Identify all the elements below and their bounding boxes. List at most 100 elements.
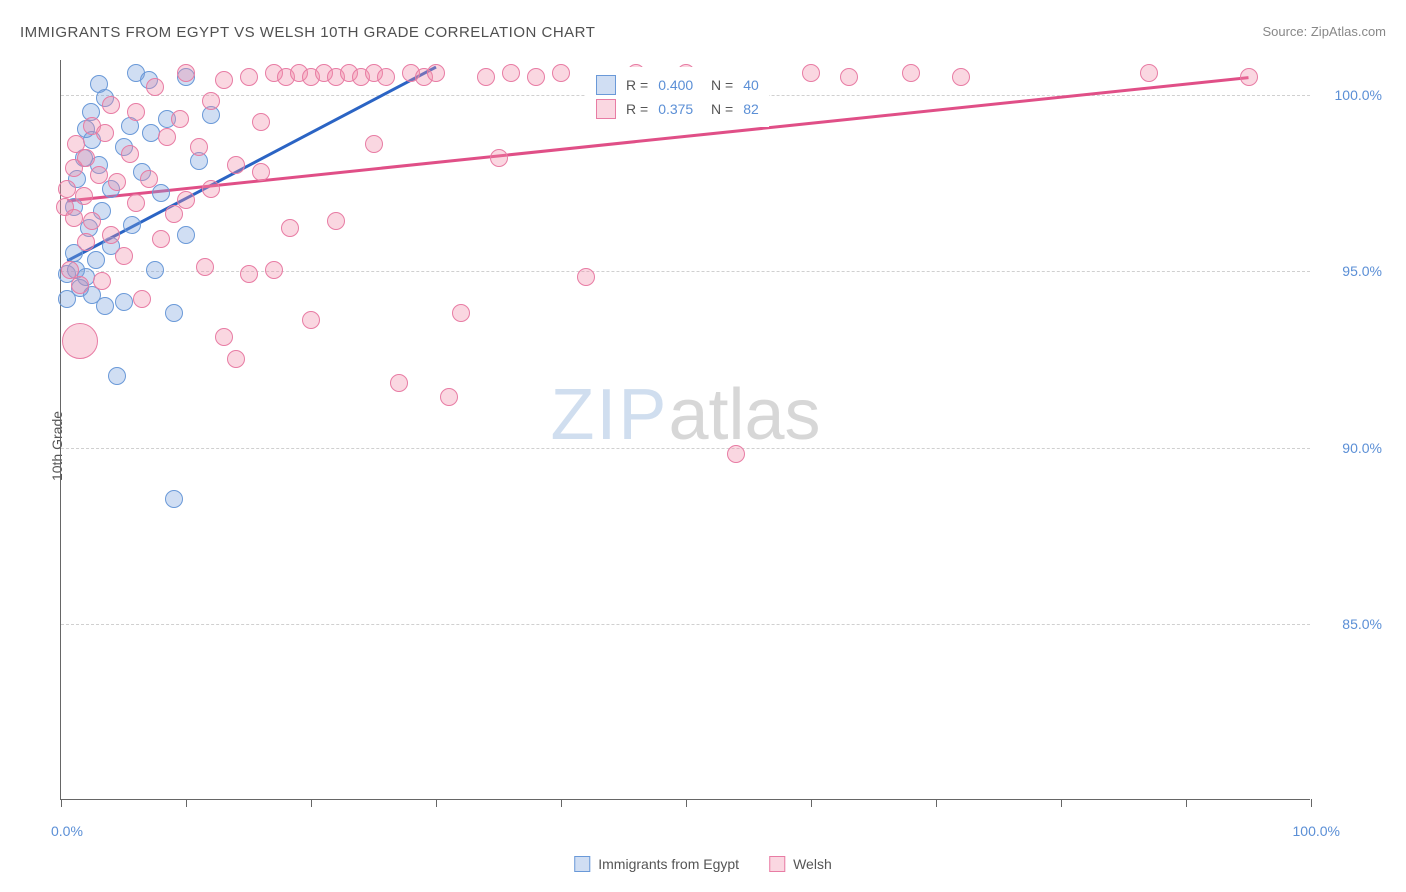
y-tick-label: 90.0% bbox=[1322, 440, 1382, 456]
data-point-welsh bbox=[427, 64, 445, 82]
data-point-welsh bbox=[171, 110, 189, 128]
data-point-welsh bbox=[215, 328, 233, 346]
data-point-egypt bbox=[115, 293, 133, 311]
data-point-welsh bbox=[90, 166, 108, 184]
data-point-welsh bbox=[577, 268, 595, 286]
data-point-egypt bbox=[123, 216, 141, 234]
data-point-welsh bbox=[902, 64, 920, 82]
stats-swatch-icon bbox=[596, 75, 616, 95]
data-point-welsh bbox=[452, 304, 470, 322]
data-point-welsh bbox=[490, 149, 508, 167]
data-point-welsh bbox=[390, 374, 408, 392]
data-point-egypt bbox=[165, 490, 183, 508]
data-point-welsh bbox=[240, 265, 258, 283]
data-point-welsh bbox=[83, 212, 101, 230]
data-point-welsh bbox=[152, 230, 170, 248]
data-point-welsh bbox=[302, 311, 320, 329]
data-point-welsh bbox=[96, 124, 114, 142]
x-label-max: 100.0% bbox=[1293, 823, 1340, 839]
y-tick-label: 85.0% bbox=[1322, 616, 1382, 632]
data-point-welsh bbox=[190, 138, 208, 156]
x-tick bbox=[186, 799, 187, 807]
stats-row: R = 0.400 N = 40 bbox=[596, 73, 759, 97]
legend-label: Immigrants from Egypt bbox=[598, 856, 739, 872]
data-point-egypt bbox=[177, 226, 195, 244]
data-point-welsh bbox=[196, 258, 214, 276]
data-point-welsh bbox=[1240, 68, 1258, 86]
data-point-welsh bbox=[62, 323, 98, 359]
data-point-welsh bbox=[840, 68, 858, 86]
x-tick bbox=[311, 799, 312, 807]
chart-container: IMMIGRANTS FROM EGYPT VS WELSH 10TH GRAD… bbox=[0, 0, 1406, 892]
gridline bbox=[61, 448, 1310, 449]
stats-n-label: N = bbox=[703, 101, 733, 117]
data-point-welsh bbox=[77, 149, 95, 167]
legend-item-egypt: Immigrants from Egypt bbox=[574, 856, 739, 872]
stats-box: R = 0.400 N = 40 R = 0.375 N = 82 bbox=[586, 67, 769, 127]
data-point-welsh bbox=[202, 92, 220, 110]
stats-r-value: 0.375 bbox=[658, 101, 693, 117]
data-point-welsh bbox=[77, 233, 95, 251]
x-tick bbox=[1311, 799, 1312, 807]
legend-swatch-icon bbox=[769, 856, 785, 872]
data-point-welsh bbox=[502, 64, 520, 82]
data-point-egypt bbox=[87, 251, 105, 269]
legend-swatch-icon bbox=[574, 856, 590, 872]
data-point-welsh bbox=[108, 173, 126, 191]
stats-n-value: 82 bbox=[743, 101, 759, 117]
trend-lines bbox=[61, 60, 1311, 800]
data-point-welsh bbox=[327, 212, 345, 230]
gridline bbox=[61, 624, 1310, 625]
data-point-welsh bbox=[115, 247, 133, 265]
stats-r-label: R = bbox=[626, 77, 648, 93]
data-point-egypt bbox=[108, 367, 126, 385]
data-point-welsh bbox=[65, 209, 83, 227]
data-point-welsh bbox=[127, 103, 145, 121]
x-tick bbox=[1186, 799, 1187, 807]
data-point-welsh bbox=[102, 226, 120, 244]
data-point-welsh bbox=[265, 261, 283, 279]
data-point-egypt bbox=[142, 124, 160, 142]
data-point-egypt bbox=[146, 261, 164, 279]
data-point-welsh bbox=[240, 68, 258, 86]
data-point-welsh bbox=[952, 68, 970, 86]
stats-n-value: 40 bbox=[743, 77, 759, 93]
x-tick bbox=[561, 799, 562, 807]
data-point-welsh bbox=[281, 219, 299, 237]
data-point-welsh bbox=[440, 388, 458, 406]
data-point-welsh bbox=[146, 78, 164, 96]
data-point-welsh bbox=[227, 156, 245, 174]
data-point-egypt bbox=[165, 304, 183, 322]
stats-r-value: 0.400 bbox=[658, 77, 693, 93]
watermark: ZIPatlas bbox=[550, 374, 820, 456]
data-point-welsh bbox=[140, 170, 158, 188]
data-point-welsh bbox=[133, 290, 151, 308]
data-point-welsh bbox=[227, 350, 245, 368]
stats-n-label: N = bbox=[703, 77, 733, 93]
plot-area: ZIPatlas 85.0%90.0%95.0%100.0%0.0%100.0%… bbox=[60, 60, 1310, 800]
legend-item-welsh: Welsh bbox=[769, 856, 832, 872]
data-point-egypt bbox=[96, 297, 114, 315]
data-point-welsh bbox=[71, 276, 89, 294]
data-point-welsh bbox=[377, 68, 395, 86]
x-label-min: 0.0% bbox=[51, 823, 83, 839]
y-tick-label: 95.0% bbox=[1322, 263, 1382, 279]
data-point-welsh bbox=[202, 180, 220, 198]
data-point-welsh bbox=[75, 187, 93, 205]
watermark-zip: ZIP bbox=[550, 375, 668, 455]
data-point-welsh bbox=[727, 445, 745, 463]
x-tick bbox=[936, 799, 937, 807]
x-tick bbox=[686, 799, 687, 807]
data-point-welsh bbox=[252, 113, 270, 131]
legend-label: Welsh bbox=[793, 856, 832, 872]
data-point-welsh bbox=[252, 163, 270, 181]
source-attribution: Source: ZipAtlas.com bbox=[1262, 24, 1386, 39]
stats-r-label: R = bbox=[626, 101, 648, 117]
bottom-legend: Immigrants from Egypt Welsh bbox=[574, 856, 831, 872]
data-point-welsh bbox=[365, 135, 383, 153]
data-point-welsh bbox=[215, 71, 233, 89]
x-tick bbox=[1061, 799, 1062, 807]
data-point-welsh bbox=[477, 68, 495, 86]
data-point-welsh bbox=[1140, 64, 1158, 82]
stats-row: R = 0.375 N = 82 bbox=[596, 97, 759, 121]
